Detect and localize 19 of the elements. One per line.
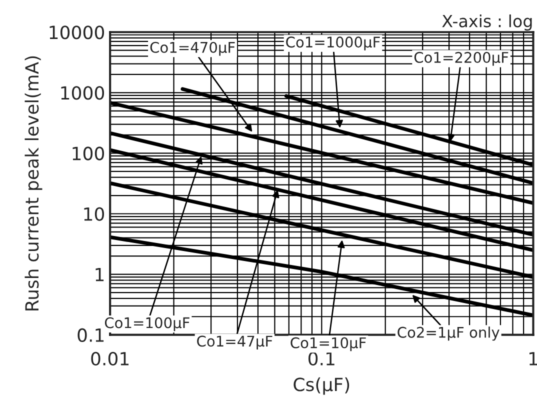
y-tick-label: 0.1 (78, 328, 104, 342)
x-tick-label: 0.01 (91, 352, 129, 366)
annotation: Co1=470μF (150, 42, 235, 56)
y-tick-label: 100 (72, 146, 104, 160)
text: X-axis : log (442, 14, 532, 31)
y-tick-label: 10 (84, 207, 104, 221)
y-tick-label: 1 (96, 268, 104, 282)
x-tick-label: 1 (529, 352, 537, 366)
annotation: Co1=1000μF (286, 36, 380, 50)
annotation: Co1=2200μF (414, 52, 508, 66)
x-tick-label: 0.1 (308, 352, 334, 366)
y-tick-label: 1000 (61, 86, 104, 100)
y-tick-label: 10000 (50, 26, 104, 40)
annotation: Co1=100μF (104, 317, 190, 332)
y-axis-title: Rush current peak level(mA) (24, 56, 42, 310)
annotation: Co1=10μF (290, 337, 366, 352)
annotation: Co1=47μF (197, 336, 272, 350)
annotation: Co2=1μF only (398, 326, 500, 341)
x-axis-title: Cs(μF) (294, 377, 350, 395)
